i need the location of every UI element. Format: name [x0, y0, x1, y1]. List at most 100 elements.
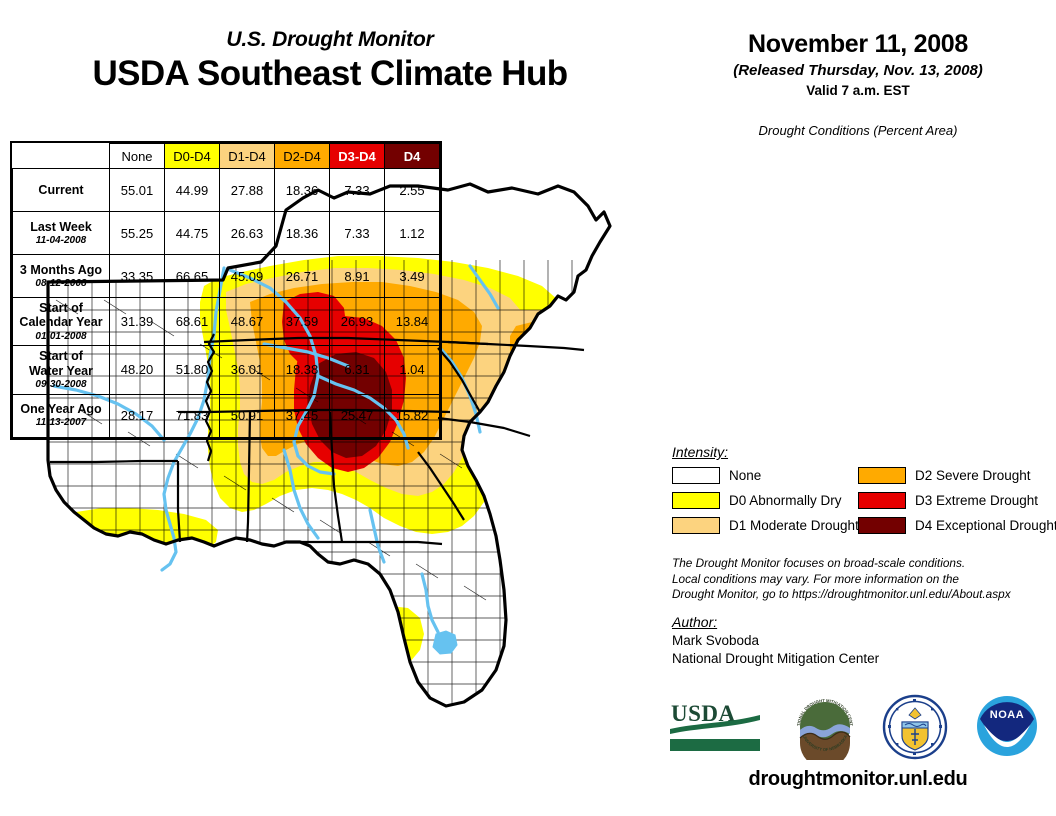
table-row: Last Week 11-04-2008 55.25 44.75 26.63 18.36 7… [12, 211, 440, 255]
date-block: November 11, 2008 (Released Thursday, No… [660, 30, 1056, 98]
table-row: One Year Ago 11-13-2007 28.17 71.83 50.91 37.… [12, 393, 440, 438]
row-label-line: Start of [39, 301, 83, 315]
row-date: 01-01-2008 [35, 330, 87, 342]
table-row: 3 Months Ago 08-12-2008 33.35 66.65 45.09 26.… [12, 254, 440, 298]
legend-item-none: None [672, 466, 858, 485]
author-affiliation: National Drought Mitigation Center [672, 651, 880, 666]
legend-label: D0 Abnormally Dry [729, 493, 842, 508]
table-cell: 51.80 [164, 345, 220, 395]
table-row: Start of Water Year 09-30-2008 48.20 51.80 36… [12, 345, 440, 395]
usda-logo[interactable]: USDA [668, 699, 764, 753]
legend-label: D4 Exceptional Drought [915, 518, 1056, 533]
legend-swatch-d3 [858, 492, 906, 509]
svg-text:NOAA: NOAA [990, 709, 1024, 721]
author-heading: Author: [672, 614, 718, 630]
table-cell: 1.12 [384, 211, 440, 255]
row-date: 11-04-2008 [35, 234, 87, 246]
note-line-1: The Drought Monitor focuses on broad-sca… [672, 556, 966, 570]
table-cell: 55.01 [109, 168, 165, 212]
col-header-d3-d4: D3-D4 [329, 143, 385, 169]
table-cell: 2.55 [384, 168, 440, 212]
legend-item-d2: D2 Severe Drought [858, 466, 1044, 485]
table-cell: 18.38 [274, 345, 330, 395]
row-date: 09-30-2008 [35, 379, 87, 390]
info-panel: November 11, 2008 (Released Thursday, No… [660, 0, 1056, 816]
note-line-2: Local conditions may vary. For more info… [672, 571, 959, 586]
table-cell: 66.65 [164, 254, 220, 298]
coastline-outline [46, 182, 612, 708]
table-cell: 50.91 [219, 393, 275, 438]
col-header-d4: D4 [384, 143, 440, 169]
col-header-d2-d4: D2-D4 [274, 143, 330, 169]
legend-swatch-d1 [672, 517, 720, 534]
ndmc-logo[interactable]: NDMC NATIONAL DROUGHT MITIGATION CENTER … [790, 690, 858, 768]
report-date: November 11, 2008 [747, 30, 969, 58]
legend-grid: None D2 Severe Drought D0 Abnormally Dry D3… [672, 466, 1056, 535]
table-cell: 48.20 [109, 345, 165, 395]
table-cell: 18.36 [274, 211, 330, 255]
table-cell: 18.36 [274, 168, 330, 212]
legend-swatch-d0 [672, 492, 720, 509]
legend-item-d1: D1 Moderate Drought [672, 516, 859, 535]
legend-swatch-d2 [858, 467, 906, 484]
row-label: Last Week 11-04-2008 [12, 211, 110, 255]
author-block: Author: Mark Svoboda National Drought Mi… [672, 614, 1052, 666]
table-cell: 37.45 [274, 393, 330, 438]
table-cell: 13.84 [384, 296, 440, 347]
table-cell: 15.82 [384, 393, 440, 438]
table-cell: 7.33 [329, 211, 385, 255]
disclaimer-notes: The Drought Monitor focuses on broad-sca… [672, 556, 1052, 603]
row-label: 3 Months Ago 08-12-2008 [12, 254, 110, 298]
row-label: Current [12, 168, 110, 212]
table-cell: 44.75 [164, 211, 220, 255]
col-header-none: None [109, 143, 165, 169]
table-cell: 28.17 [109, 393, 165, 438]
title-block: U.S. Drought Monitor USDA Southeast Clim… [0, 28, 660, 94]
drought-conditions-table: None D0-D4 D1-D4 D2-D4 D3-D4 D4 Current 55.01 4… [10, 141, 442, 440]
table-row: Start of Calendar Year 01-01-2008 31.39 68.6… [12, 296, 440, 347]
col-header-d0-d4: D0-D4 [164, 143, 220, 169]
row-label-line: 3 Months Ago [19, 262, 103, 277]
logo-row: USDA NDMC NATIONAL DROUGHT MITIGATION CE… [666, 690, 1056, 768]
table-cell: 26.93 [329, 296, 385, 347]
table-cell: 44.99 [164, 168, 220, 212]
row-label-line: Water Year [29, 363, 93, 378]
table-cell: 37.59 [274, 296, 330, 347]
legend-label: D3 Extreme Drought [915, 493, 1039, 508]
table-cell: 1.04 [384, 345, 440, 395]
table-body: Current 55.01 44.99 27.88 18.36 7.33 2.55 Last … [12, 168, 440, 438]
legend-title: Intensity: [672, 444, 729, 460]
note-line-3[interactable]: Drought Monitor, go to https://droughtmo… [672, 587, 1011, 602]
table-cell: 33.35 [109, 254, 165, 298]
table-cell: 55.25 [109, 211, 165, 255]
table-row: Current 55.01 44.99 27.88 18.36 7.33 2.55 [12, 168, 440, 212]
table-cell: 31.39 [109, 296, 165, 347]
row-label-line: One Year Ago [20, 402, 102, 417]
lake-okeechobee [432, 630, 458, 655]
row-date: 08-12-2008 [35, 277, 87, 289]
table-cell: 71.83 [164, 393, 220, 438]
legend-label: D2 Severe Drought [915, 468, 1031, 483]
table-header-row: None D0-D4 D1-D4 D2-D4 D3-D4 D4 [13, 143, 440, 169]
site-url[interactable]: droughtmonitor.unl.edu [748, 768, 968, 790]
table-cell: 27.88 [219, 168, 275, 212]
legend-item-d4: D4 Exceptional Drought [858, 516, 1056, 535]
row-label-line: Current [38, 182, 84, 197]
program-subtitle: U.S. Drought Monitor [226, 28, 434, 51]
legend-swatch-d4 [858, 517, 906, 534]
legend-label: None [729, 468, 762, 483]
table-caption: Drought Conditions (Percent Area) [758, 123, 958, 138]
noaa-logo[interactable]: NOAA [976, 695, 1038, 757]
table-cell: 26.71 [274, 254, 330, 298]
valid-time: Valid 7 a.m. EST [806, 83, 910, 98]
page-title: USDA Southeast Climate Hub [92, 54, 568, 93]
row-label-line: Last Week [30, 219, 92, 234]
legend-item-d0: D0 Abnormally Dry [672, 491, 858, 510]
legend-label: D1 Moderate Drought [729, 518, 859, 533]
table-cell: 7.33 [329, 168, 385, 212]
legend-item-d3: D3 Extreme Drought [858, 491, 1044, 510]
row-label-line: Start of [39, 349, 83, 364]
row-date: 11-13-2007 [35, 417, 87, 429]
usdc-noaa-seal[interactable] [882, 694, 948, 760]
table-cell: 8.91 [329, 254, 385, 298]
